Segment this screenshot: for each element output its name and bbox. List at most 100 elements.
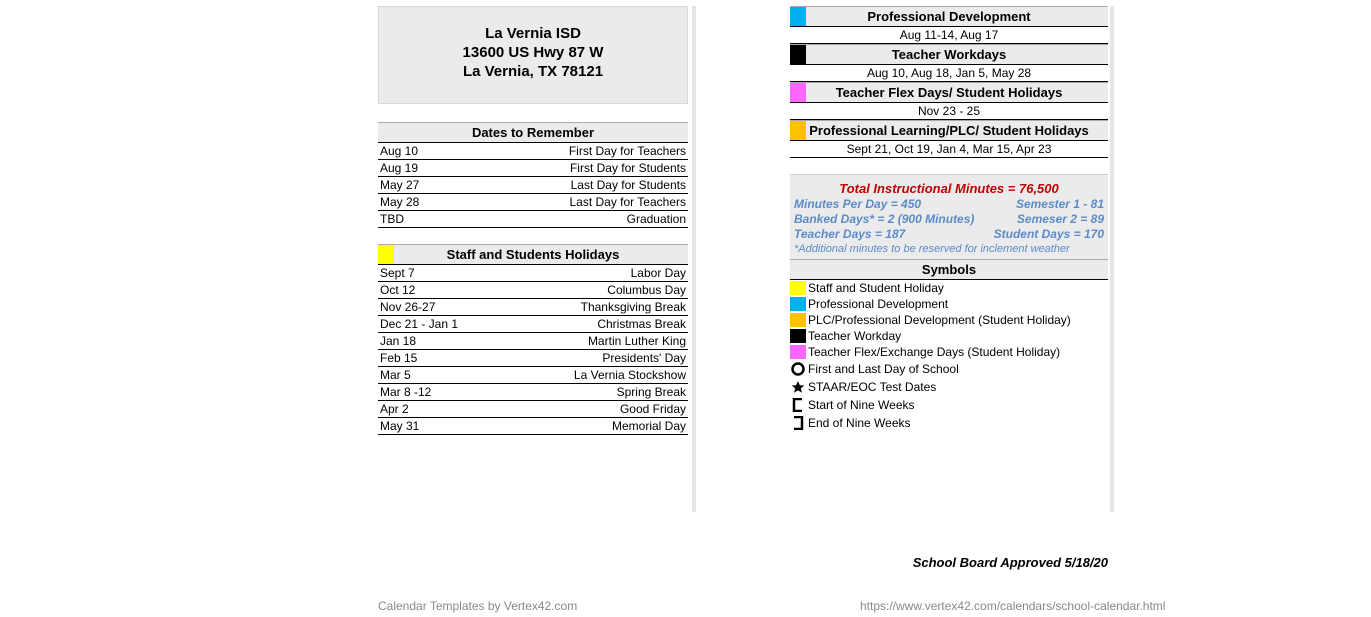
date-row: Aug 10 First Day for Teachers bbox=[378, 143, 688, 160]
header-line1: La Vernia ISD bbox=[387, 25, 679, 44]
category-dates: Aug 10, Aug 18, Jan 5, May 28 bbox=[790, 65, 1108, 82]
date-right: Last Day for Teachers bbox=[569, 195, 686, 209]
end-nine-icon bbox=[790, 415, 806, 431]
circle-icon bbox=[790, 361, 806, 377]
holiday-left: Dec 21 - Jan 1 bbox=[380, 317, 458, 331]
instructional-note: *Additional minutes to be reserved for i… bbox=[794, 241, 1104, 255]
instr-right: Student Days = 170 bbox=[994, 227, 1104, 241]
holiday-row: Mar 8 -12 Spring Break bbox=[378, 384, 688, 401]
symbol-row: Staff and Student Holiday bbox=[790, 280, 1108, 296]
instructional-block: Total Instructional Minutes = 76,500 Min… bbox=[790, 174, 1108, 259]
right-column: Professional DevelopmentAug 11-14, Aug 1… bbox=[790, 6, 1108, 432]
holiday-row: Feb 15Presidents' Day bbox=[378, 350, 688, 367]
holiday-left: May 31 bbox=[380, 419, 419, 433]
instructional-line: Banked Days* = 2 (900 Minutes)Semeser 2 … bbox=[794, 211, 1104, 226]
instr-left: Teacher Days = 187 bbox=[794, 227, 905, 241]
instr-left: Banked Days* = 2 (900 Minutes) bbox=[794, 212, 974, 226]
symbol-label: Professional Development bbox=[808, 297, 948, 311]
footer-left: Calendar Templates by Vertex42.com bbox=[378, 599, 577, 613]
date-left: May 27 bbox=[380, 178, 419, 192]
holidays-title: Staff and Students Holidays bbox=[378, 244, 688, 265]
category-swatch bbox=[790, 45, 806, 64]
category-swatch bbox=[790, 121, 806, 140]
holiday-left: Apr 2 bbox=[380, 402, 409, 416]
symbol-label: Start of Nine Weeks bbox=[808, 398, 915, 412]
holiday-left: Sept 7 bbox=[380, 266, 415, 280]
date-row: Aug 19First Day for Students bbox=[378, 160, 688, 177]
symbol-label: Staff and Student Holiday bbox=[808, 281, 944, 295]
symbol-box bbox=[790, 329, 806, 343]
instructional-line: Minutes Per Day = 450Semester 1 - 81 bbox=[794, 196, 1104, 211]
start-nine-icon bbox=[790, 397, 806, 413]
holiday-left: Mar 5 bbox=[380, 368, 411, 382]
category-swatch bbox=[790, 83, 806, 102]
column-divider bbox=[692, 6, 696, 512]
dates-list: Aug 10 First Day for Teachers Aug 19First … bbox=[378, 143, 688, 228]
symbol-box bbox=[790, 297, 806, 311]
holidays-swatch bbox=[378, 245, 394, 264]
category-title: Professional Learning/PLC/ Student Holid… bbox=[790, 120, 1108, 141]
header-line3: La Vernia, TX 78121 bbox=[387, 63, 679, 82]
symbol-box bbox=[790, 345, 806, 359]
date-row: May 28 Last Day for Teachers bbox=[378, 194, 688, 211]
instr-left: Minutes Per Day = 450 bbox=[794, 197, 921, 211]
symbol-row: Teacher Workday bbox=[790, 328, 1108, 344]
date-right: First Day for Students bbox=[570, 161, 686, 175]
holiday-right: Good Friday bbox=[620, 402, 686, 416]
date-left: TBD bbox=[380, 212, 404, 226]
date-right: Last Day for Students bbox=[571, 178, 686, 192]
category-dates: Sept 21, Oct 19, Jan 4, Mar 15, Apr 23 bbox=[790, 141, 1108, 158]
footer-right: https://www.vertex42.com/calendars/schoo… bbox=[860, 599, 1165, 613]
holiday-right: Labor Day bbox=[631, 266, 686, 280]
holiday-right: Spring Break bbox=[617, 385, 686, 399]
symbol-label: Teacher Workday bbox=[808, 329, 901, 343]
symbol-row: End of Nine Weeks bbox=[790, 414, 1108, 432]
holidays-title-text: Staff and Students Holidays bbox=[447, 247, 620, 262]
category-title: Professional Development bbox=[790, 6, 1108, 27]
symbol-label: First and Last Day of School bbox=[808, 362, 959, 376]
symbol-row: Start of Nine Weeks bbox=[790, 396, 1108, 414]
holiday-right: Columbus Day bbox=[607, 283, 686, 297]
category-title-text: Teacher Flex Days/ Student Holidays bbox=[836, 85, 1063, 100]
holiday-row: Oct 12 Columbus Day bbox=[378, 282, 688, 299]
holiday-left: Oct 12 bbox=[380, 283, 415, 297]
holiday-left: Nov 26-27 bbox=[380, 300, 435, 314]
left-column: La Vernia ISD 13600 US Hwy 87 W La Verni… bbox=[378, 6, 688, 435]
holiday-right: Presidents' Day bbox=[602, 351, 686, 365]
approved-text: School Board Approved 5/18/20 bbox=[790, 555, 1108, 570]
category-sections: Professional DevelopmentAug 11-14, Aug 1… bbox=[790, 6, 1108, 158]
holiday-left: Mar 8 -12 bbox=[380, 385, 431, 399]
district-header: La Vernia ISD 13600 US Hwy 87 W La Verni… bbox=[378, 6, 688, 104]
date-left: Aug 10 bbox=[380, 144, 418, 158]
date-left: May 28 bbox=[380, 195, 419, 209]
category-title-text: Teacher Workdays bbox=[892, 47, 1006, 62]
symbol-label: Teacher Flex/Exchange Days (Student Holi… bbox=[808, 345, 1060, 359]
holiday-row: Jan 18 Martin Luther King bbox=[378, 333, 688, 350]
holiday-row: Dec 21 - Jan 1Christmas Break bbox=[378, 316, 688, 333]
category-dates: Nov 23 - 25 bbox=[790, 103, 1108, 120]
holiday-row: Mar 5La Vernia Stockshow bbox=[378, 367, 688, 384]
holiday-right: Martin Luther King bbox=[588, 334, 686, 348]
date-right: Graduation bbox=[627, 212, 686, 226]
holiday-left: Jan 18 bbox=[380, 334, 416, 348]
category-swatch bbox=[790, 7, 806, 26]
holiday-row: Sept 7 Labor Day bbox=[378, 265, 688, 282]
symbols-list: Staff and Student Holiday Professional De… bbox=[790, 280, 1108, 432]
instructional-title: Total Instructional Minutes = 76,500 bbox=[794, 181, 1104, 196]
symbol-label: PLC/Professional Development (Student Ho… bbox=[808, 313, 1071, 327]
symbol-row: First and Last Day of School bbox=[790, 360, 1108, 378]
date-row: TBD Graduation bbox=[378, 211, 688, 228]
category-title-text: Professional Development bbox=[867, 9, 1030, 24]
star-icon bbox=[790, 379, 806, 395]
symbol-box bbox=[790, 313, 806, 327]
dates-title: Dates to Remember bbox=[378, 122, 688, 143]
holiday-right: Memorial Day bbox=[612, 419, 686, 433]
right-edge bbox=[1110, 6, 1114, 512]
symbol-row: Teacher Flex/Exchange Days (Student Holi… bbox=[790, 344, 1108, 360]
symbol-row: STAAR/EOC Test Dates bbox=[790, 378, 1108, 396]
category-title-text: Professional Learning/PLC/ Student Holid… bbox=[809, 123, 1089, 138]
holiday-row: Apr 2 Good Friday bbox=[378, 401, 688, 418]
category-title: Teacher Flex Days/ Student Holidays bbox=[790, 82, 1108, 103]
holidays-list: Sept 7 Labor Day Oct 12 Columbus Day Nov 26-… bbox=[378, 265, 688, 435]
date-right: First Day for Teachers bbox=[569, 144, 686, 158]
